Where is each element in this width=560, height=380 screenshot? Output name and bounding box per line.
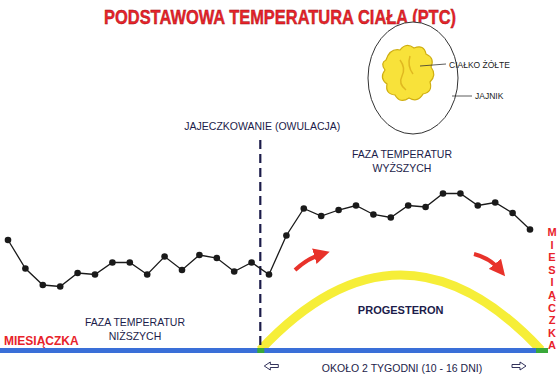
temperature-point [5, 237, 12, 244]
fall-arrow [474, 254, 500, 270]
menstruation-label-vertical: MIESIĄCZKA [547, 226, 556, 351]
duration-arrow [512, 362, 526, 370]
temperature-point [353, 202, 360, 209]
temperature-point [40, 282, 47, 289]
chart: PODSTAWOWA TEMPERATURA CIAŁA (PTC)PROGES… [0, 0, 560, 380]
phase-label: FAZA TEMPERATUR [85, 316, 185, 328]
corpus-luteum-detail [400, 56, 413, 90]
temperature-point [266, 271, 273, 278]
plot-area [5, 190, 534, 290]
ovary-label: JAJNIK [475, 91, 504, 101]
temperature-point [388, 214, 395, 221]
corpus-luteum [382, 45, 433, 100]
ovulation-label: JAJECZKOWANIE (OWULACJA) [184, 120, 340, 132]
temperature-point [144, 271, 151, 278]
temperature-point [475, 202, 482, 209]
temperature-line [8, 194, 530, 287]
chart-container: PODSTAWOWA TEMPERATURA CIAŁA (PTC)PROGES… [0, 0, 560, 380]
temperature-point [318, 213, 325, 220]
temperature-point [57, 283, 64, 290]
phase-label: NIŻSZYCH [109, 330, 162, 342]
temperature-point [74, 270, 81, 277]
menstruation-label: MIESIĄCZKA [4, 334, 79, 348]
ovary [368, 22, 458, 134]
cycle-bar [0, 348, 548, 353]
rise-arrow [295, 254, 322, 270]
bar-marker [257, 348, 264, 353]
temperature-point [335, 207, 342, 214]
progesterone-arc [260, 275, 541, 350]
ovulation-line [259, 140, 261, 347]
duration-label: OKOŁO 2 TYGODNI (10 - 16 DNI) [322, 362, 482, 374]
phase-label: WYŻSZYCH [373, 162, 432, 174]
temperature-point [422, 204, 429, 211]
temperature-point [457, 190, 464, 197]
bar-marker [536, 348, 548, 353]
pointer-line [420, 64, 446, 66]
temperature-point [109, 259, 116, 266]
temperature-point [283, 232, 290, 239]
temperature-point [301, 205, 308, 212]
progesterone-label: PROGESTERON [358, 304, 444, 316]
temperature-point [492, 199, 499, 206]
temperature-point [248, 259, 255, 266]
temperature-point [92, 271, 99, 278]
phase-label: FAZA TEMPERATUR [352, 148, 452, 160]
temperature-point [196, 252, 203, 259]
temperature-point [214, 255, 221, 262]
temperature-point [405, 202, 412, 209]
temperature-point [22, 265, 29, 272]
temperature-point [440, 190, 447, 197]
temperature-point [231, 268, 238, 275]
pointer-line [452, 96, 472, 97]
corpus-luteum-label: CIAŁKO ŻÓŁTE [449, 60, 510, 70]
temperature-point [127, 259, 134, 266]
temperature-point [509, 210, 516, 217]
temperature-point [161, 253, 168, 260]
temperature-point [527, 226, 534, 233]
temperature-point [179, 267, 186, 274]
duration-arrow [264, 362, 278, 370]
temperature-point [370, 211, 377, 218]
